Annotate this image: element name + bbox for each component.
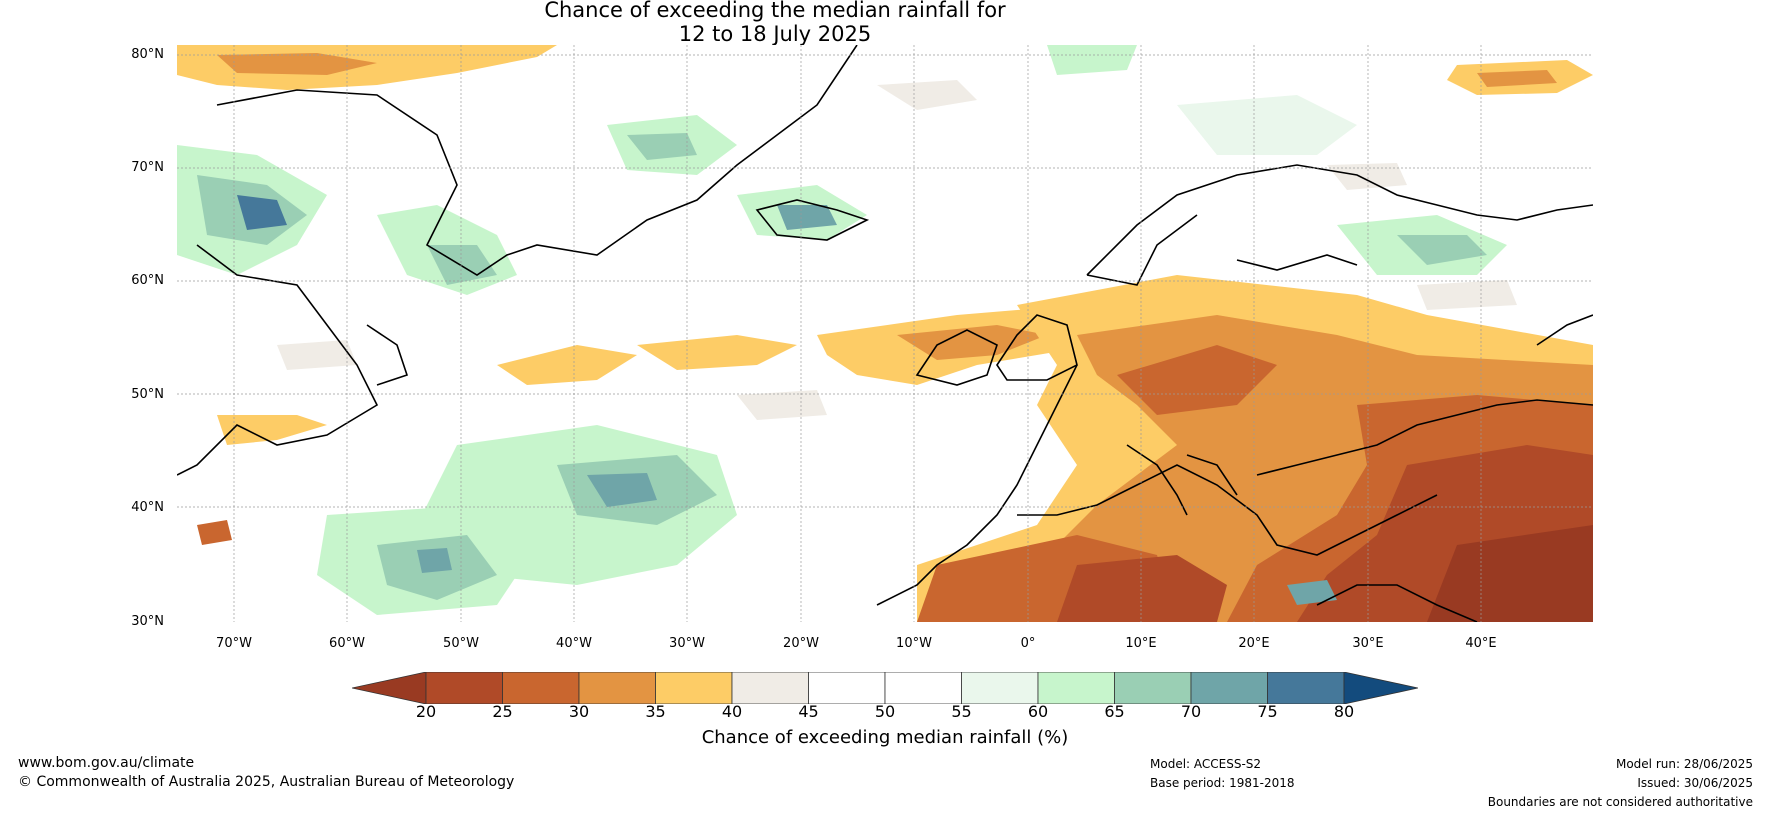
colorbar-segment: [808, 672, 886, 704]
map-title-line1: Chance of exceeding the median rainfall …: [544, 0, 1006, 22]
colorbar: [352, 672, 1418, 704]
colorbar-segment: [1114, 672, 1192, 704]
graticule: [177, 45, 1593, 622]
colorbar-over-triangle: [1343, 672, 1418, 704]
lat-label-30n: 30°N: [131, 614, 164, 629]
colorbar-tick-label: 65: [1104, 702, 1125, 721]
lat-label-80n: 80°N: [131, 47, 164, 62]
colorbar-tick-label: 70: [1180, 702, 1202, 721]
colorbar-segment: [884, 672, 962, 704]
lon-label-20e: 20°E: [1238, 636, 1270, 651]
colorbar-segment: [1037, 672, 1115, 704]
copyright-text: © Commonwealth of Australia 2025, Austra…: [18, 774, 515, 790]
lon-label-30w: 30°W: [669, 636, 705, 651]
lon-label-40e: 40°E: [1465, 636, 1497, 651]
issued-text: Issued: 30/06/2025: [1637, 776, 1753, 790]
colorbar-tick-label: 35: [645, 702, 666, 721]
colorbar-tick-label: 45: [798, 702, 819, 721]
colorbar-segment: [1190, 672, 1268, 704]
lon-label-40w: 40°W: [556, 636, 592, 651]
colorbar-tick-label: 50: [874, 702, 896, 721]
lon-label-0: 0°: [1020, 636, 1036, 651]
colorbar-tick-label: 40: [721, 702, 743, 721]
colorbar-tick-label: 55: [951, 702, 972, 721]
colorbar-tick-label: 20: [415, 702, 437, 721]
lon-label-60w: 60°W: [329, 636, 365, 651]
lon-label-10e: 10°E: [1125, 636, 1157, 651]
colorbar-segment: [1267, 672, 1345, 704]
lon-label-50w: 50°W: [443, 636, 479, 651]
lon-label-10w: 10°W: [896, 636, 932, 651]
colorbar-tick-label: 80: [1333, 702, 1355, 721]
colorbar-segments: [425, 672, 1345, 704]
colorbar-segment: [655, 672, 733, 704]
colorbar-tick-label: 30: [568, 702, 590, 721]
map-title-line2: 12 to 18 July 2025: [678, 22, 872, 46]
lon-label-20w: 20°W: [783, 636, 819, 651]
lat-label-60n: 60°N: [131, 273, 164, 288]
wet-regions: [177, 45, 1507, 615]
coastlines: [177, 45, 1593, 622]
dry-regions: [177, 45, 1593, 622]
lat-label-50n: 50°N: [131, 387, 164, 402]
lat-label-70n: 70°N: [131, 160, 164, 175]
lon-label-70w: 70°W: [216, 636, 252, 651]
colorbar-tick-label: 60: [1027, 702, 1049, 721]
lon-label-30e: 30°E: [1352, 636, 1384, 651]
disclaimer-text: Boundaries are not considered authoritat…: [1487, 795, 1753, 809]
lat-label-40n: 40°N: [131, 500, 164, 515]
model-run-text: Model run: 28/06/2025: [1615, 757, 1753, 771]
colorbar-segment: [961, 672, 1039, 704]
colorbar-segment: [731, 672, 809, 704]
base-period-text: Base period: 1981-2018: [1150, 776, 1295, 790]
rainfall-map: [177, 45, 1593, 622]
colorbar-tick-label: 75: [1257, 702, 1278, 721]
colorbar-segment: [578, 672, 656, 704]
colorbar-label: Chance of exceeding median rainfall (%): [701, 727, 1069, 748]
colorbar-segment: [502, 672, 580, 704]
model-text: Model: ACCESS-S2: [1150, 757, 1262, 771]
colorbar-tick-label: 25: [492, 702, 513, 721]
near-normal-regions: [277, 80, 1517, 420]
colorbar-segment: [425, 672, 503, 704]
colorbar-under-triangle: [352, 672, 427, 704]
website-link[interactable]: www.bom.gov.au/climate: [18, 755, 195, 771]
